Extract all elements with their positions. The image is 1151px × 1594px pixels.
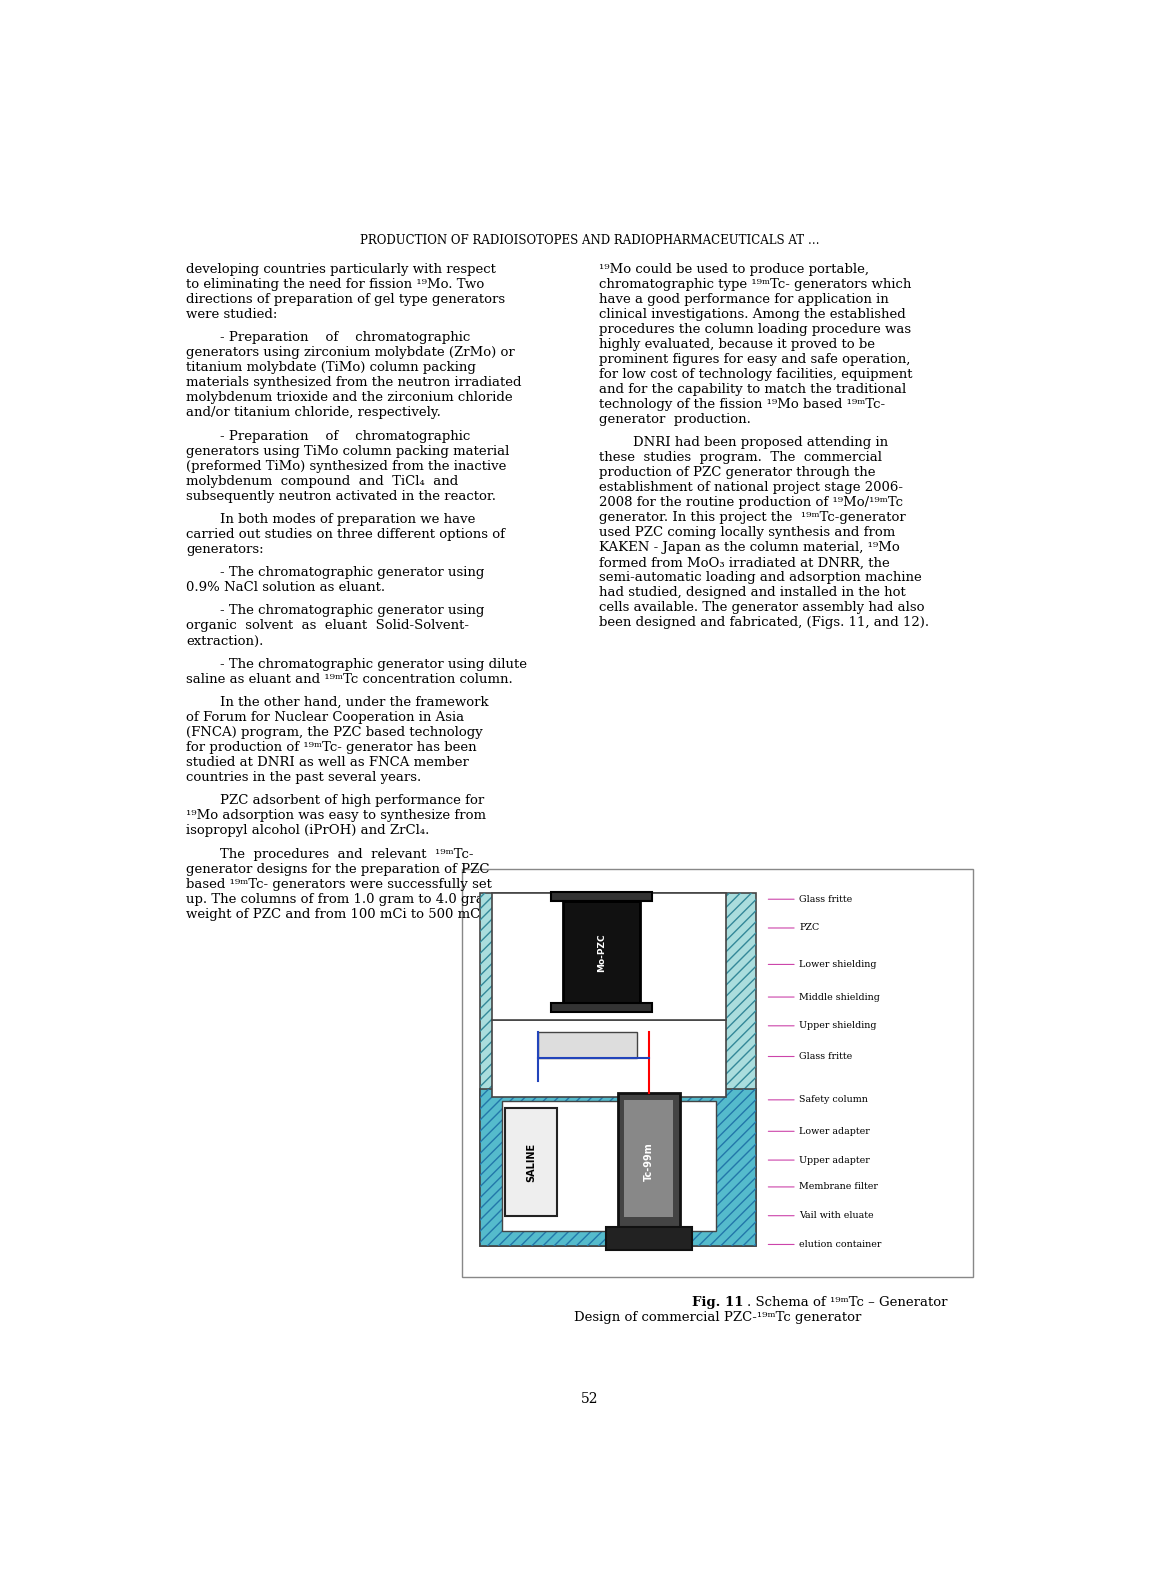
- Text: molybdenum trioxide and the zirconium chloride: molybdenum trioxide and the zirconium ch…: [186, 391, 513, 405]
- Text: semi-automatic loading and adsorption machine: semi-automatic loading and adsorption ma…: [600, 571, 922, 585]
- Text: DNRI had been proposed attending in: DNRI had been proposed attending in: [600, 437, 889, 450]
- Text: Glass fritte: Glass fritte: [799, 1052, 853, 1062]
- Text: Design of commercial PZC-¹⁹ᵐTc generator: Design of commercial PZC-¹⁹ᵐTc generator: [573, 1312, 861, 1325]
- Text: generator designs for the preparation of PZC: generator designs for the preparation of…: [186, 862, 490, 875]
- Text: Lower adapter: Lower adapter: [799, 1127, 870, 1137]
- Text: of Forum for Nuclear Cooperation in Asia: of Forum for Nuclear Cooperation in Asia: [186, 711, 465, 724]
- Text: . Schema of ¹⁹ᵐTc – Generator: . Schema of ¹⁹ᵐTc – Generator: [747, 1296, 947, 1309]
- Text: technology of the fission ¹⁹Mo based ¹⁹ᵐTc-: technology of the fission ¹⁹Mo based ¹⁹ᵐ…: [600, 398, 885, 411]
- Text: Lower shielding: Lower shielding: [799, 960, 877, 969]
- Text: The  procedures  and  relevant  ¹⁹ᵐTc-: The procedures and relevant ¹⁹ᵐTc-: [186, 848, 474, 861]
- Text: - Preparation    of    chromatographic: - Preparation of chromatographic: [186, 332, 471, 344]
- Text: have a good performance for application in: have a good performance for application …: [600, 293, 889, 306]
- Text: for low cost of technology facilities, equipment: for low cost of technology facilities, e…: [600, 368, 913, 381]
- Text: generators:: generators:: [186, 544, 264, 556]
- Text: generators using zirconium molybdate (ZrMo) or: generators using zirconium molybdate (Zr…: [186, 346, 516, 359]
- Bar: [563, 901, 640, 1004]
- Text: titanium molybdate (TiMo) column packing: titanium molybdate (TiMo) column packing: [186, 362, 477, 375]
- Text: 0.9% NaCl solution as eluant.: 0.9% NaCl solution as eluant.: [186, 582, 386, 595]
- Bar: [462, 869, 973, 1277]
- Text: were studied:: were studied:: [186, 308, 277, 320]
- Text: Upper shielding: Upper shielding: [799, 1022, 877, 1030]
- Bar: [618, 1093, 679, 1231]
- Text: highly evaluated, because it proved to be: highly evaluated, because it proved to b…: [600, 338, 875, 351]
- Text: based ¹⁹ᵐTc- generators were successfully set: based ¹⁹ᵐTc- generators were successfull…: [186, 878, 493, 891]
- Text: 52: 52: [581, 1393, 599, 1406]
- Text: and/or titanium chloride, respectively.: and/or titanium chloride, respectively.: [186, 406, 441, 419]
- Text: - Preparation    of    chromatographic: - Preparation of chromatographic: [186, 429, 471, 443]
- Text: PZC adsorbent of high performance for: PZC adsorbent of high performance for: [186, 794, 485, 808]
- Text: (FNCA) program, the PZC based technology: (FNCA) program, the PZC based technology: [186, 727, 483, 740]
- Bar: [605, 1227, 692, 1250]
- Text: ¹⁹Mo adsorption was easy to synthesize from: ¹⁹Mo adsorption was easy to synthesize f…: [186, 810, 487, 823]
- Text: - The chromatographic generator using: - The chromatographic generator using: [186, 566, 485, 579]
- Text: Membrane filter: Membrane filter: [799, 1183, 878, 1191]
- Text: production of PZC generator through the: production of PZC generator through the: [600, 467, 876, 480]
- Text: been designed and fabricated, (Figs. 11, and 12).: been designed and fabricated, (Figs. 11,…: [600, 617, 929, 630]
- Text: cells available. The generator assembly had also: cells available. The generator assembly …: [600, 601, 924, 614]
- Text: elution container: elution container: [799, 1240, 882, 1250]
- Bar: [480, 1089, 756, 1247]
- Bar: [504, 1108, 557, 1216]
- Text: isopropyl alcohol (iPrOH) and ZrCl₄.: isopropyl alcohol (iPrOH) and ZrCl₄.: [186, 824, 429, 837]
- Text: In the other hand, under the framework: In the other hand, under the framework: [186, 697, 489, 709]
- Text: In both modes of preparation we have: In both modes of preparation we have: [186, 513, 475, 526]
- Text: weight of PZC and from 100 mCi to 500 mCi: weight of PZC and from 100 mCi to 500 mC…: [186, 909, 485, 921]
- Text: PZC: PZC: [799, 923, 820, 932]
- Text: procedures the column loading procedure was: procedures the column loading procedure …: [600, 324, 912, 336]
- Text: Fig. 11: Fig. 11: [692, 1296, 744, 1309]
- Text: Glass fritte: Glass fritte: [799, 894, 853, 904]
- Text: developing countries particularly with respect: developing countries particularly with r…: [186, 263, 496, 276]
- Text: Safety column: Safety column: [799, 1095, 868, 1105]
- Text: Mo-PZC: Mo-PZC: [597, 934, 605, 972]
- Text: saline as eluant and ¹⁹ᵐTc concentration column.: saline as eluant and ¹⁹ᵐTc concentration…: [186, 673, 513, 685]
- Text: ¹⁹Mo could be used to produce portable,: ¹⁹Mo could be used to produce portable,: [600, 263, 869, 276]
- Text: directions of preparation of gel type generators: directions of preparation of gel type ge…: [186, 293, 505, 306]
- Text: molybdenum  compound  and  TiCl₄  and: molybdenum compound and TiCl₄ and: [186, 475, 459, 488]
- Bar: [480, 894, 756, 1247]
- Text: extraction).: extraction).: [186, 634, 264, 647]
- Text: materials synthesized from the neutron irradiated: materials synthesized from the neutron i…: [186, 376, 523, 389]
- Text: subsequently neutron activated in the reactor.: subsequently neutron activated in the re…: [186, 489, 496, 502]
- Text: and for the capability to match the traditional: and for the capability to match the trad…: [600, 383, 907, 395]
- Text: Upper adapter: Upper adapter: [799, 1156, 870, 1165]
- Text: studied at DNRI as well as FNCA member: studied at DNRI as well as FNCA member: [186, 756, 470, 770]
- Bar: [502, 1100, 716, 1231]
- Text: up. The columns of from 1.0 gram to 4.0 gram: up. The columns of from 1.0 gram to 4.0 …: [186, 893, 497, 905]
- Text: chromatographic type ¹⁹ᵐTc- generators which: chromatographic type ¹⁹ᵐTc- generators w…: [600, 277, 912, 290]
- Text: to eliminating the need for fission ¹⁹Mo. Two: to eliminating the need for fission ¹⁹Mo…: [186, 277, 485, 290]
- Text: 2008 for the routine production of ¹⁹Mo/¹⁹ᵐTc: 2008 for the routine production of ¹⁹Mo/…: [600, 496, 904, 510]
- Text: establishment of national project stage 2006-: establishment of national project stage …: [600, 481, 904, 494]
- Bar: [624, 1100, 673, 1218]
- Bar: [480, 894, 756, 1247]
- Text: generators using TiMo column packing material: generators using TiMo column packing mat…: [186, 445, 510, 457]
- Text: organic  solvent  as  eluant  Solid-Solvent-: organic solvent as eluant Solid-Solvent-: [186, 620, 470, 633]
- Text: SALINE: SALINE: [526, 1143, 535, 1181]
- Text: - The chromatographic generator using: - The chromatographic generator using: [186, 604, 485, 617]
- Bar: [493, 1020, 725, 1097]
- Text: had studied, designed and installed in the hot: had studied, designed and installed in t…: [600, 587, 906, 599]
- Text: Vail with eluate: Vail with eluate: [799, 1211, 874, 1219]
- Text: countries in the past several years.: countries in the past several years.: [186, 771, 421, 784]
- Text: for production of ¹⁹ᵐTc- generator has been: for production of ¹⁹ᵐTc- generator has b…: [186, 741, 478, 754]
- Text: Middle shielding: Middle shielding: [799, 993, 881, 1001]
- Text: carried out studies on three different options of: carried out studies on three different o…: [186, 528, 505, 540]
- Bar: [493, 894, 725, 1020]
- Text: KAKEN - Japan as the column material, ¹⁹Mo: KAKEN - Japan as the column material, ¹⁹…: [600, 542, 900, 555]
- Bar: [550, 891, 651, 901]
- Text: PRODUCTION OF RADIOISOTOPES AND RADIOPHARMACEUTICALS AT …: PRODUCTION OF RADIOISOTOPES AND RADIOPHA…: [359, 234, 820, 247]
- Text: used PZC coming locally synthesis and from: used PZC coming locally synthesis and fr…: [600, 526, 895, 539]
- Text: (preformed TiMo) synthesized from the inactive: (preformed TiMo) synthesized from the in…: [186, 459, 506, 472]
- Text: prominent figures for easy and safe operation,: prominent figures for easy and safe oper…: [600, 352, 910, 367]
- Text: Tc-99m: Tc-99m: [643, 1143, 654, 1181]
- Text: formed from MoO₃ irradiated at DNRR, the: formed from MoO₃ irradiated at DNRR, the: [600, 556, 890, 569]
- Bar: [539, 1031, 637, 1058]
- Text: - The chromatographic generator using dilute: - The chromatographic generator using di…: [186, 658, 527, 671]
- Text: generator  production.: generator production.: [600, 413, 752, 426]
- Bar: [480, 1089, 756, 1247]
- Text: clinical investigations. Among the established: clinical investigations. Among the estab…: [600, 308, 906, 320]
- Text: generator. In this project the  ¹⁹ᵐTc-generator: generator. In this project the ¹⁹ᵐTc-gen…: [600, 512, 906, 524]
- Text: these  studies  program.  The  commercial: these studies program. The commercial: [600, 451, 882, 464]
- Bar: [550, 1003, 651, 1012]
